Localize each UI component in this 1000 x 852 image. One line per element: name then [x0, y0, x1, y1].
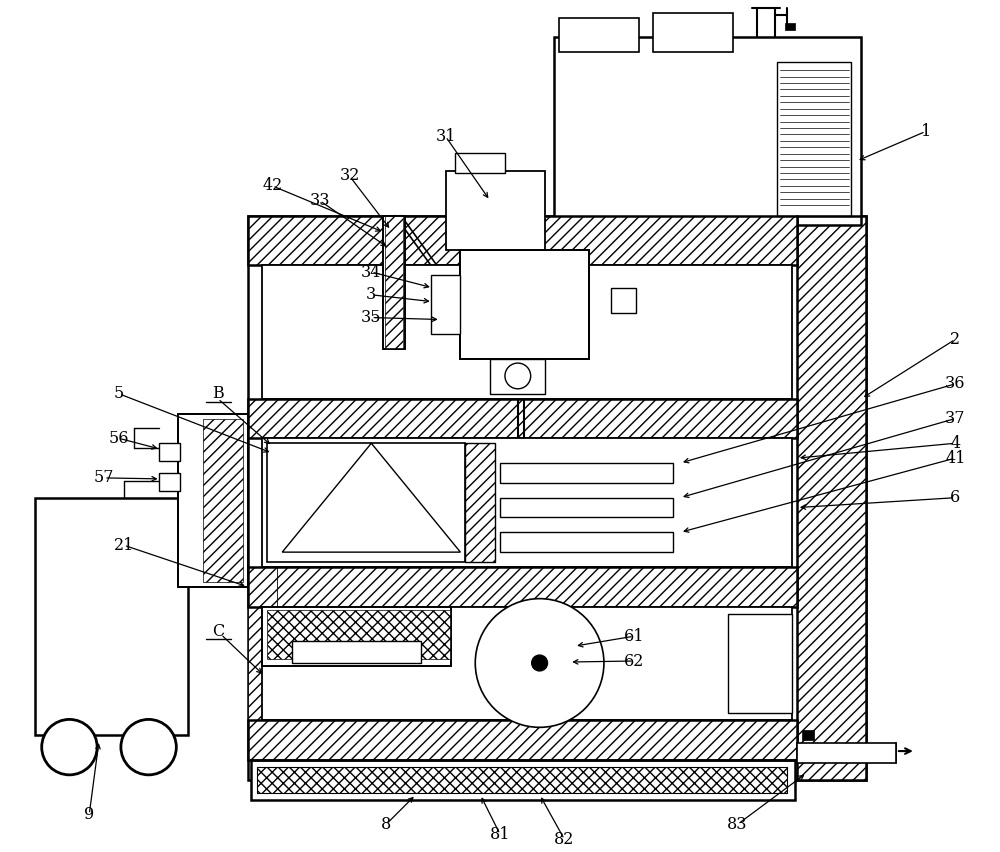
- Text: 5: 5: [114, 385, 124, 402]
- Bar: [611, 288, 636, 313]
- Text: C: C: [212, 623, 224, 640]
- Circle shape: [532, 655, 548, 671]
- Bar: [292, 642, 421, 663]
- Bar: [802, 730, 814, 740]
- Bar: [248, 216, 797, 265]
- Text: 1: 1: [921, 123, 931, 140]
- Bar: [490, 359, 545, 394]
- Bar: [500, 532, 673, 552]
- Bar: [248, 567, 797, 607]
- Bar: [248, 399, 797, 438]
- Bar: [797, 216, 866, 780]
- Text: 42: 42: [262, 177, 282, 194]
- Text: 81: 81: [490, 826, 510, 843]
- Bar: [178, 413, 248, 587]
- Bar: [267, 443, 465, 562]
- Text: 83: 83: [727, 816, 748, 833]
- Bar: [262, 607, 451, 666]
- Text: 32: 32: [339, 168, 360, 185]
- Bar: [248, 399, 797, 438]
- Bar: [257, 767, 787, 792]
- Text: 41: 41: [945, 450, 966, 467]
- Bar: [460, 250, 589, 359]
- Text: 21: 21: [114, 537, 134, 554]
- Text: 8: 8: [381, 816, 391, 833]
- Text: 82: 82: [554, 831, 575, 848]
- Bar: [500, 463, 673, 483]
- Bar: [728, 614, 792, 713]
- Bar: [446, 171, 545, 250]
- Text: 56: 56: [109, 429, 129, 446]
- Text: 33: 33: [310, 193, 330, 210]
- Bar: [431, 275, 460, 334]
- Bar: [797, 743, 896, 763]
- Text: 35: 35: [361, 309, 382, 326]
- Bar: [257, 767, 787, 792]
- Bar: [267, 609, 451, 659]
- Text: 36: 36: [945, 376, 966, 393]
- Text: 37: 37: [945, 410, 966, 427]
- Circle shape: [121, 719, 176, 774]
- Bar: [262, 607, 792, 721]
- Bar: [554, 37, 861, 226]
- Text: 9: 9: [84, 806, 94, 823]
- Bar: [248, 567, 797, 607]
- Bar: [653, 13, 733, 52]
- Bar: [383, 216, 405, 349]
- Text: 61: 61: [623, 628, 644, 645]
- Circle shape: [42, 719, 97, 774]
- Text: B: B: [212, 385, 224, 402]
- Bar: [385, 216, 403, 349]
- Bar: [178, 413, 248, 587]
- Bar: [455, 153, 505, 173]
- Circle shape: [505, 363, 531, 389]
- Text: 3: 3: [366, 286, 376, 303]
- Bar: [159, 443, 180, 461]
- Bar: [785, 22, 795, 31]
- Bar: [248, 721, 797, 760]
- Bar: [203, 418, 243, 582]
- Text: 4: 4: [950, 435, 960, 452]
- Bar: [777, 62, 851, 216]
- Text: 31: 31: [435, 128, 456, 145]
- Bar: [559, 18, 639, 52]
- Bar: [262, 265, 792, 399]
- Bar: [262, 438, 792, 567]
- Bar: [262, 607, 451, 666]
- Bar: [797, 216, 866, 780]
- Text: 6: 6: [950, 489, 960, 506]
- Bar: [465, 443, 495, 562]
- Text: 62: 62: [623, 653, 644, 670]
- Bar: [248, 216, 797, 265]
- Bar: [460, 250, 589, 359]
- Text: 57: 57: [94, 469, 114, 486]
- Bar: [248, 721, 797, 760]
- Text: 2: 2: [950, 331, 960, 348]
- Text: 34: 34: [361, 263, 382, 280]
- Bar: [159, 473, 180, 491]
- Bar: [248, 567, 277, 721]
- Bar: [35, 498, 188, 735]
- Bar: [465, 443, 495, 562]
- Bar: [248, 216, 866, 780]
- Bar: [251, 760, 795, 799]
- Bar: [500, 498, 673, 517]
- Circle shape: [475, 599, 604, 728]
- Bar: [383, 216, 405, 349]
